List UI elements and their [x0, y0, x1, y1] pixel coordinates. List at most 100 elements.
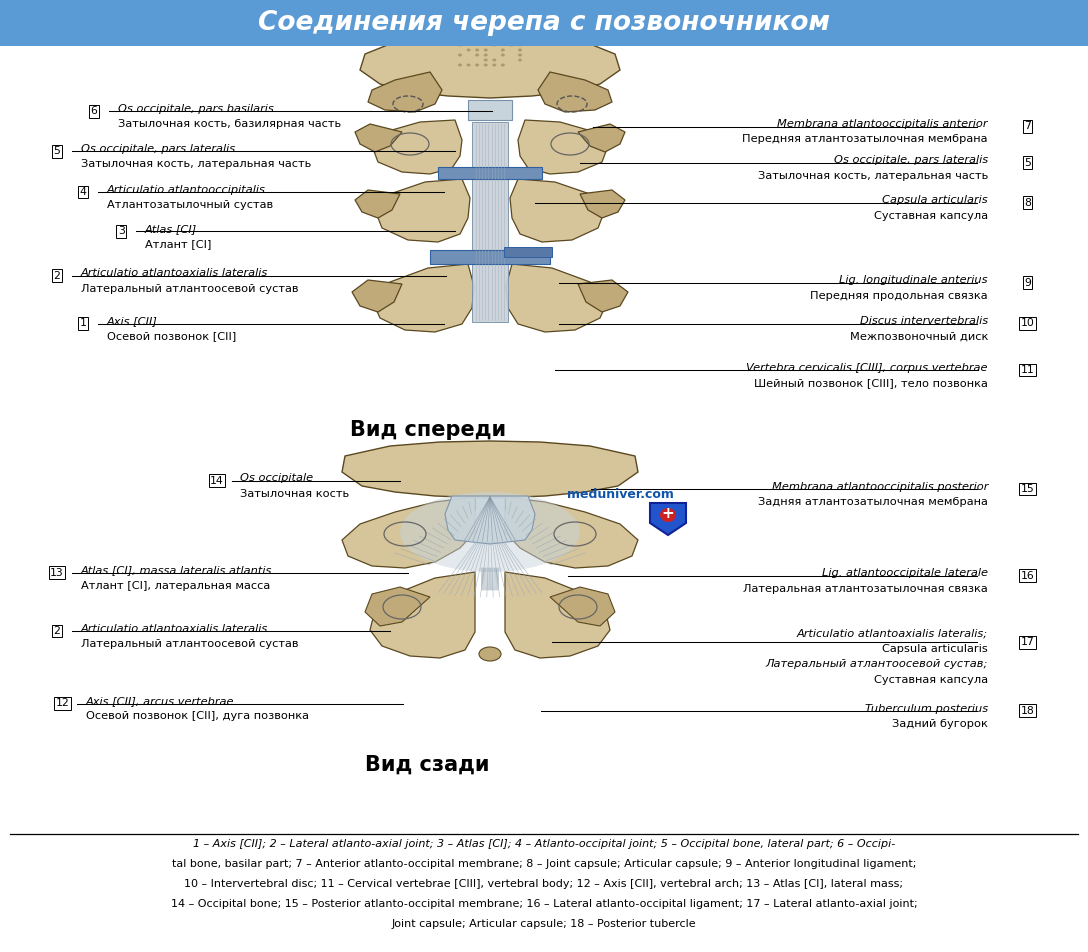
Text: 13: 13 — [50, 567, 64, 578]
Text: Atlas [CI]: Atlas [CI] — [145, 224, 197, 234]
Text: Discus intervertebralis: Discus intervertebralis — [860, 316, 988, 327]
Text: 2: 2 — [53, 270, 61, 281]
Text: 1 – Axis [CII]; 2 – Lateral atlanto-axial joint; 3 – Atlas [CI]; 4 – Atlanto-occ: 1 – Axis [CII]; 2 – Lateral atlanto-axia… — [193, 839, 895, 849]
Text: Затылочная кость, латеральная часть: Затылочная кость, латеральная часть — [757, 170, 988, 181]
Text: Затылочная кость, базилярная часть: Затылочная кость, базилярная часть — [118, 119, 341, 129]
Text: Articulatio atlantoaxialis lateralis: Articulatio atlantoaxialis lateralis — [81, 624, 268, 634]
Text: Membrana atlantooccipitalis posterior: Membrana atlantooccipitalis posterior — [771, 482, 988, 492]
Text: Os occipitale, pars lateralis: Os occipitale, pars lateralis — [833, 155, 988, 166]
Text: 3: 3 — [118, 226, 125, 236]
Polygon shape — [445, 496, 535, 544]
Text: Вид сзади: Вид сзади — [366, 754, 490, 775]
Ellipse shape — [492, 44, 496, 47]
Text: 14: 14 — [210, 475, 224, 486]
Polygon shape — [355, 124, 401, 152]
Text: 2: 2 — [53, 625, 61, 636]
Text: Membrana atlantooccipitalis anterior: Membrana atlantooccipitalis anterior — [778, 119, 988, 129]
Polygon shape — [342, 441, 638, 498]
Polygon shape — [580, 190, 625, 218]
Text: Суставная капсула: Суставная капсула — [874, 675, 988, 684]
Ellipse shape — [500, 53, 505, 56]
Text: 4: 4 — [79, 187, 87, 197]
Polygon shape — [353, 280, 401, 312]
Ellipse shape — [458, 64, 462, 67]
Polygon shape — [355, 190, 400, 218]
Ellipse shape — [492, 64, 496, 67]
Text: Os occipitale, pars lateralis: Os occipitale, pars lateralis — [81, 144, 235, 154]
Text: Затылочная кость, латеральная часть: Затылочная кость, латеральная часть — [81, 159, 311, 169]
Ellipse shape — [475, 44, 479, 47]
Ellipse shape — [479, 647, 500, 661]
Text: Соединения черепа с позвоночником: Соединения черепа с позвоночником — [258, 10, 830, 36]
Ellipse shape — [492, 53, 496, 56]
Text: Lig. longitudinale anterius: Lig. longitudinale anterius — [840, 275, 988, 286]
FancyBboxPatch shape — [468, 100, 512, 120]
Text: 15: 15 — [1021, 484, 1035, 494]
Ellipse shape — [518, 58, 522, 62]
Text: 11: 11 — [1021, 365, 1035, 375]
Polygon shape — [650, 503, 687, 535]
Text: Lig. atlantooccipitale laterale: Lig. atlantooccipitale laterale — [821, 568, 988, 579]
Text: Затылочная кость: Затылочная кость — [240, 488, 349, 499]
Text: Axis [CII]: Axis [CII] — [107, 316, 158, 327]
Ellipse shape — [484, 44, 487, 47]
Ellipse shape — [500, 58, 505, 62]
Polygon shape — [578, 280, 628, 312]
Polygon shape — [578, 124, 625, 152]
Text: Вид спереди: Вид спереди — [349, 420, 506, 441]
Text: Capsula articularis: Capsula articularis — [882, 195, 988, 206]
Polygon shape — [372, 120, 462, 174]
Ellipse shape — [509, 53, 514, 56]
Text: Vertebra cervicalis [CIII], corpus vertebrae: Vertebra cervicalis [CIII], corpus verte… — [746, 363, 988, 373]
Polygon shape — [506, 264, 608, 332]
Ellipse shape — [500, 44, 505, 47]
Ellipse shape — [518, 53, 522, 56]
Text: 17: 17 — [1021, 637, 1035, 647]
Ellipse shape — [492, 49, 496, 51]
FancyBboxPatch shape — [438, 167, 542, 179]
Polygon shape — [372, 264, 474, 332]
Text: Латеральный атлантоосевой сустав: Латеральный атлантоосевой сустав — [81, 639, 298, 649]
Text: Атлант [CI], латеральная масса: Атлант [CI], латеральная масса — [81, 581, 270, 591]
Ellipse shape — [475, 53, 479, 56]
Text: +: + — [662, 506, 675, 522]
Text: Os occipitale: Os occipitale — [240, 473, 313, 484]
Ellipse shape — [400, 492, 580, 572]
Text: Латеральная атлантозатылочная связка: Латеральная атлантозатылочная связка — [743, 584, 988, 594]
Text: Os occipitale, pars basilaris: Os occipitale, pars basilaris — [118, 104, 273, 114]
Polygon shape — [370, 572, 475, 658]
Text: Articulatio atlantooccipitalis: Articulatio atlantooccipitalis — [107, 185, 265, 195]
Ellipse shape — [467, 53, 471, 56]
Ellipse shape — [500, 49, 505, 51]
Text: Латеральный атлантоосевой сустав;: Латеральный атлантоосевой сустав; — [766, 660, 988, 669]
Polygon shape — [551, 587, 615, 626]
Text: 16: 16 — [1021, 570, 1035, 581]
Text: 10 – Intervertebral disc; 11 – Cervical vertebrae [CIII], vertebral body; 12 – A: 10 – Intervertebral disc; 11 – Cervical … — [185, 879, 903, 889]
Text: Axis [CII], arcus vertebrae: Axis [CII], arcus vertebrae — [86, 696, 234, 706]
Text: 7: 7 — [1024, 121, 1031, 131]
FancyBboxPatch shape — [504, 247, 552, 257]
Text: 1: 1 — [79, 318, 87, 328]
Polygon shape — [360, 30, 620, 98]
Ellipse shape — [660, 508, 676, 522]
Text: meduniver.com: meduniver.com — [567, 487, 673, 501]
Ellipse shape — [467, 49, 471, 51]
Polygon shape — [364, 587, 430, 626]
Text: 12: 12 — [55, 698, 70, 708]
Polygon shape — [368, 72, 442, 112]
Ellipse shape — [509, 58, 514, 62]
Text: 10: 10 — [1021, 318, 1035, 328]
Text: Осевой позвонок [CII], дуга позвонка: Осевой позвонок [CII], дуга позвонка — [86, 711, 309, 722]
Text: Articulatio atlantoaxialis lateralis;: Articulatio atlantoaxialis lateralis; — [796, 628, 988, 639]
Text: 14 – Occipital bone; 15 – Posterior atlanto-occipital membrane; 16 – Lateral atl: 14 – Occipital bone; 15 – Posterior atla… — [171, 899, 917, 909]
Polygon shape — [505, 497, 638, 568]
Polygon shape — [537, 72, 611, 112]
Polygon shape — [505, 572, 610, 658]
Polygon shape — [472, 122, 508, 322]
Text: 8: 8 — [1024, 197, 1031, 208]
Text: Суставная капсула: Суставная капсула — [874, 210, 988, 221]
Ellipse shape — [484, 58, 487, 62]
Text: Шейный позвонок [CIII], тело позвонка: Шейный позвонок [CIII], тело позвонка — [754, 378, 988, 388]
Text: Межпозвоночный диск: Межпозвоночный диск — [850, 331, 988, 342]
Text: Atlas [CI], massa lateralis atlantis: Atlas [CI], massa lateralis atlantis — [81, 565, 272, 576]
